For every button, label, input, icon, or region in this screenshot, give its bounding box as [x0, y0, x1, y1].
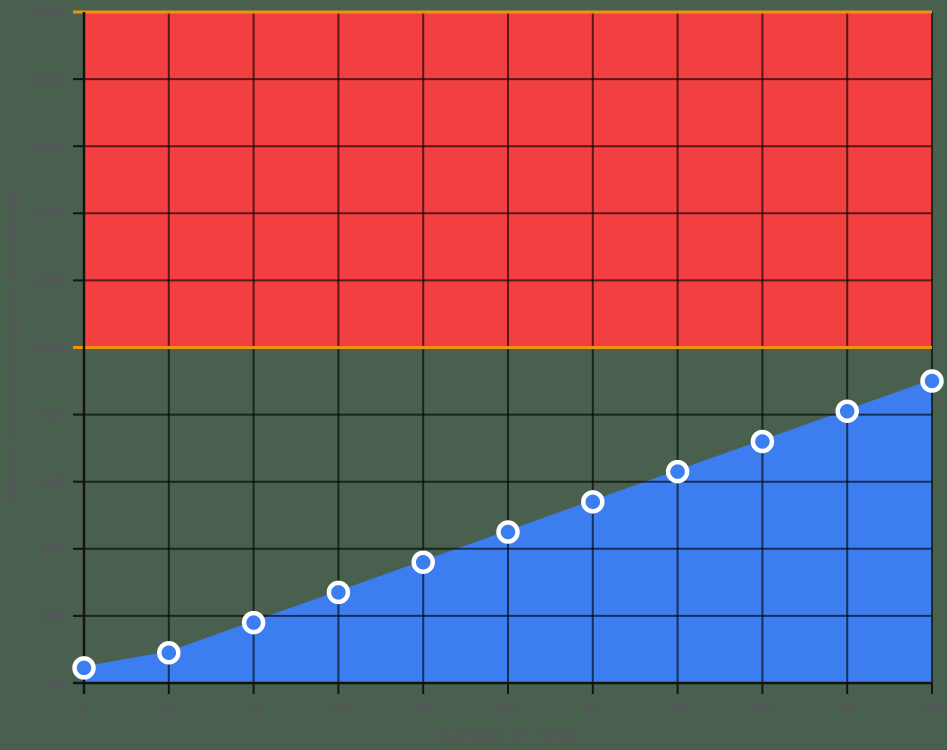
data-point-5[interactable]: [72, 656, 96, 680]
y-tick-label-40K: 40K: [37, 540, 69, 559]
x-tick-label-10: 10: [159, 698, 178, 717]
data-point-90[interactable]: [835, 399, 859, 423]
x-tick-label-5: 5: [79, 698, 88, 717]
data-point-100[interactable]: [920, 369, 944, 393]
data-point-40[interactable]: [411, 550, 435, 574]
y-tick-label-200K: 200K: [27, 3, 68, 22]
y-tick-label-80K: 80K: [37, 406, 69, 425]
y-tick-label-20K: 20K: [37, 607, 69, 626]
data-point-60[interactable]: [581, 490, 605, 514]
x-tick-label-70: 70: [668, 698, 687, 717]
x-tick-label-80: 80: [753, 698, 772, 717]
x-tick-label-40: 40: [414, 698, 433, 717]
y-tick-label-160K: 160K: [27, 137, 68, 156]
data-point-10[interactable]: [157, 641, 181, 665]
y-tick-label-100K: 100K: [27, 338, 68, 357]
data-point-20[interactable]: [241, 610, 266, 635]
x-tick-label-50: 50: [499, 698, 518, 717]
x-tick-label-90: 90: [838, 698, 857, 717]
x-tick-label-100: 100: [918, 698, 946, 717]
y-tick-label-0K: 0K: [46, 674, 68, 693]
tick-labels-layer: 0K 20K 40K 60K 80K 100K 120K 140K 160K 180K 200K 5 1…: [27, 3, 946, 717]
axes-layer: [73, 12, 932, 694]
data-point-30[interactable]: [326, 580, 351, 605]
data-point-70[interactable]: [665, 459, 690, 484]
x-tick-label-30: 30: [329, 698, 348, 717]
y-tick-label-140K: 140K: [27, 204, 68, 223]
limit-lines-layer: [73, 10, 932, 349]
x-tick-label-20: 20: [244, 698, 263, 717]
tick-marks-layer: [73, 78, 933, 694]
data-point-50[interactable]: [496, 520, 520, 544]
data-point-80[interactable]: [750, 429, 775, 454]
x-axis-title: Number of Tools: [437, 725, 579, 745]
x-tick-label-60: 60: [583, 698, 602, 717]
y-axis-title: Tokens Consumed (just for definitions): [3, 189, 22, 504]
y-tick-label-120K: 120K: [27, 271, 68, 290]
y-tick-label-60K: 60K: [37, 473, 69, 492]
y-tick-label-180K: 180K: [27, 70, 68, 89]
data-point-markers-layer: [72, 369, 944, 680]
